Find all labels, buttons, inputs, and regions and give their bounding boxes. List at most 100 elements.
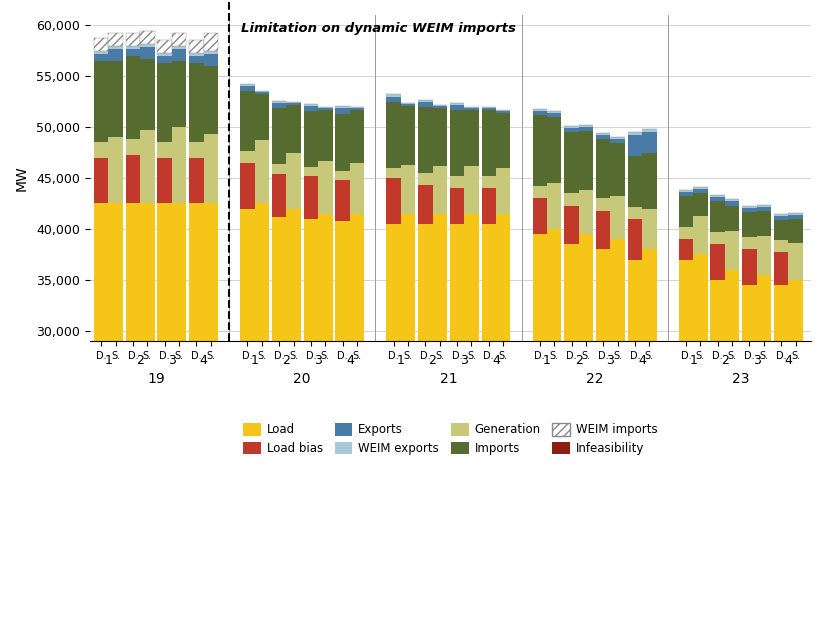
Text: 3: 3 (314, 354, 322, 367)
Bar (642, 132, 657, 153)
Bar (172, 127, 187, 203)
Bar (189, 63, 204, 143)
Bar (710, 280, 725, 620)
Bar (743, 211, 757, 237)
Text: 3: 3 (752, 354, 761, 367)
Bar (158, 157, 172, 203)
Bar (387, 94, 401, 97)
Bar (172, 48, 187, 61)
Bar (596, 249, 610, 620)
Bar (450, 103, 464, 105)
Bar (788, 243, 803, 280)
Bar (450, 224, 464, 620)
Bar (464, 108, 479, 110)
Bar (596, 198, 610, 211)
Bar (725, 206, 739, 231)
Bar (189, 56, 204, 63)
Bar (450, 110, 464, 176)
Y-axis label: MW: MW (15, 165, 29, 191)
Bar (579, 234, 593, 620)
Bar (401, 103, 415, 104)
Bar (433, 166, 447, 214)
Bar (788, 219, 803, 243)
Bar (788, 213, 803, 215)
Bar (189, 40, 204, 53)
Bar (610, 137, 625, 140)
Bar (140, 31, 154, 43)
Bar (387, 178, 401, 224)
Legend: Load, Load bias, Exports, WEIM exports, Generation, Imports, WEIM imports, Infea: Load, Load bias, Exports, WEIM exports, … (239, 418, 662, 460)
Bar (628, 156, 642, 206)
Bar (628, 260, 642, 620)
Bar (642, 208, 657, 249)
Bar (254, 92, 269, 94)
Text: 22: 22 (586, 371, 603, 386)
Bar (304, 167, 318, 176)
Bar (693, 187, 708, 189)
Bar (240, 84, 254, 86)
Bar (533, 186, 547, 198)
Text: 20: 20 (293, 371, 311, 386)
Bar (579, 190, 593, 234)
Bar (464, 107, 479, 108)
Bar (108, 203, 123, 620)
Bar (450, 176, 464, 188)
Bar (350, 108, 364, 110)
Bar (693, 193, 708, 216)
Bar (596, 211, 610, 249)
Bar (126, 33, 140, 45)
Bar (401, 214, 415, 620)
Bar (725, 202, 739, 206)
Bar (710, 244, 725, 280)
Bar (126, 56, 140, 140)
Bar (464, 166, 479, 214)
Bar (418, 102, 433, 107)
Bar (335, 221, 350, 620)
Bar (318, 107, 333, 108)
Bar (304, 105, 318, 111)
Bar (318, 108, 333, 110)
Bar (496, 113, 510, 168)
Bar (254, 203, 269, 620)
Bar (240, 208, 254, 620)
Bar (204, 66, 218, 134)
Bar (108, 61, 123, 137)
Bar (774, 252, 788, 285)
Bar (774, 285, 788, 620)
Bar (679, 192, 693, 197)
Text: 21: 21 (439, 371, 458, 386)
Bar (140, 59, 154, 130)
Bar (710, 202, 725, 232)
Bar (610, 140, 625, 143)
Bar (350, 162, 364, 214)
Bar (725, 231, 739, 270)
Bar (287, 105, 301, 153)
Bar (94, 61, 108, 143)
Bar (788, 215, 803, 219)
Bar (140, 46, 154, 59)
Bar (189, 143, 204, 157)
Bar (387, 168, 401, 178)
Bar (126, 48, 140, 56)
Bar (140, 130, 154, 203)
Bar (108, 45, 123, 48)
Bar (547, 113, 562, 117)
Bar (547, 111, 562, 113)
Bar (757, 275, 771, 620)
Bar (287, 102, 301, 103)
Bar (304, 104, 318, 105)
Bar (774, 220, 788, 240)
Bar (204, 51, 218, 54)
Bar (610, 239, 625, 620)
Bar (94, 157, 108, 203)
Bar (482, 110, 496, 176)
Bar (710, 195, 725, 197)
Bar (774, 214, 788, 216)
Bar (318, 161, 333, 214)
Bar (318, 214, 333, 620)
Text: 3: 3 (460, 354, 468, 367)
Bar (304, 176, 318, 219)
Bar (579, 127, 593, 131)
Bar (240, 162, 254, 208)
Bar (335, 171, 350, 180)
